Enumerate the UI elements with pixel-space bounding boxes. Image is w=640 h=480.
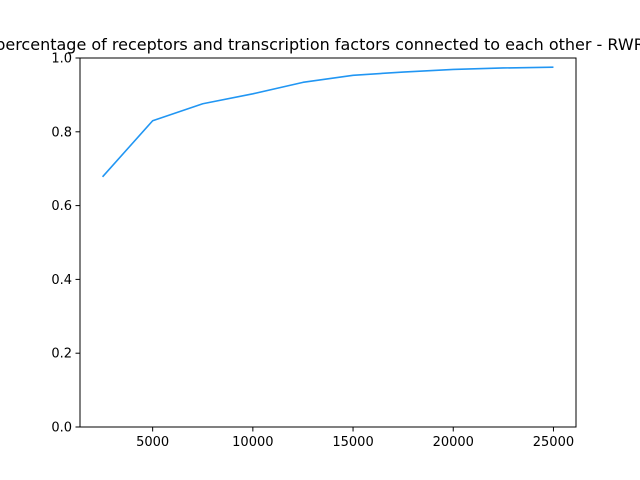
chart-title: percentage of receptors and transcriptio… xyxy=(0,35,640,54)
y-axis: 0.0 0.2 0.4 0.6 0.8 1.0 xyxy=(51,52,80,436)
x-tick-label: 25000 xyxy=(533,435,574,450)
plot-area xyxy=(101,66,554,178)
x-tick-label: 20000 xyxy=(433,435,474,450)
series-line-0 xyxy=(101,66,554,178)
y-tick-label: 1.0 xyxy=(51,52,72,67)
x-tick-label: 5000 xyxy=(136,435,169,450)
x-tick-label: 15000 xyxy=(332,435,373,450)
x-axis: 5000 10000 15000 20000 25000 xyxy=(136,427,574,450)
x-tick-label: 10000 xyxy=(232,435,273,450)
y-tick-label: 0.4 xyxy=(51,273,72,288)
y-tick-label: 0.6 xyxy=(51,199,72,214)
y-tick-label: 0.2 xyxy=(51,347,72,362)
axes-frame xyxy=(79,57,577,428)
y-tick-label: 0.8 xyxy=(51,125,72,140)
y-tick-label: 0.0 xyxy=(51,421,72,436)
